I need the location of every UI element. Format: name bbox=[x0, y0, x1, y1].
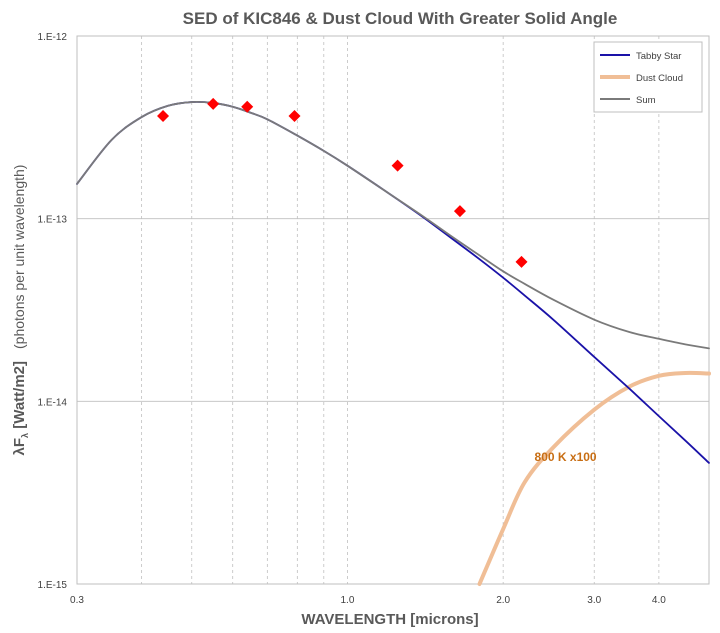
y-tick-label-1: 1.E-13 bbox=[38, 215, 68, 226]
observed-point-3 bbox=[288, 109, 301, 122]
observed-point-2 bbox=[241, 100, 254, 113]
x-tick-label-0: 0.3 bbox=[70, 595, 84, 606]
legend-label-tabby-star: Tabby Star bbox=[636, 51, 681, 62]
tick-labels: 0.3 1.0 2.0 3.0 4.0 1.E-12 1.E-13 1.E-14 1.E-15 bbox=[38, 32, 667, 606]
x-axis-title: WAVELENGTH [microns] bbox=[301, 611, 478, 628]
y-axis-symbol: λF bbox=[11, 438, 28, 456]
x-tick-label-4: 4.0 bbox=[652, 595, 666, 606]
series-dust-cloud bbox=[477, 370, 711, 586]
x-tick-label-1: 1.0 bbox=[341, 595, 355, 606]
y-tick-label-3: 1.E-15 bbox=[38, 580, 68, 591]
dust-annotation: 800 K x100 bbox=[535, 450, 597, 464]
legend-label-dust-cloud: Dust Cloud bbox=[636, 73, 683, 84]
observed-point-0 bbox=[157, 109, 170, 122]
y-axis-note: (photons per unit wavelength) bbox=[11, 165, 27, 349]
y-axis-subscript: λ bbox=[20, 433, 30, 438]
y-tick-label-2: 1.E-14 bbox=[38, 397, 68, 408]
y-tick-label-0: 1.E-12 bbox=[38, 32, 68, 43]
series-layer bbox=[76, 100, 711, 586]
x-tick-label-2: 2.0 bbox=[496, 595, 510, 606]
legend-label-sum: Sum bbox=[636, 95, 656, 106]
x-tick-label-3: 3.0 bbox=[587, 595, 601, 606]
legend: Tabby Star Dust Cloud Sum bbox=[593, 41, 703, 113]
series-sum bbox=[76, 100, 710, 350]
observed-point-4 bbox=[391, 159, 404, 172]
y-axis-title: λFλ [Watt/m2] (photons per unit wavelengt… bbox=[11, 165, 30, 456]
observed-points bbox=[157, 97, 528, 268]
y-axis-units: [Watt/m2] bbox=[11, 361, 28, 433]
plot-area bbox=[76, 35, 710, 585]
observed-point-1 bbox=[207, 97, 220, 110]
observed-point-6 bbox=[515, 255, 528, 268]
chart-title: SED of KIC846 & Dust Cloud With Greater … bbox=[183, 9, 618, 28]
observed-point-5 bbox=[453, 205, 466, 218]
